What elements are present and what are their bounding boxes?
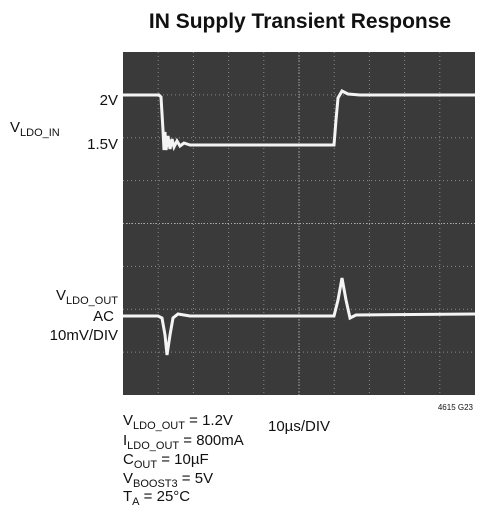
condition-main: V — [123, 470, 133, 487]
condition-main: C — [123, 451, 134, 468]
condition: TA = 25°C — [123, 488, 190, 508]
condition-rest: = 800mA — [179, 432, 244, 449]
condition-main: T — [123, 488, 132, 505]
condition-rest: = 10µF — [157, 451, 209, 468]
condition: VLDO_OUT = 1.2V — [123, 412, 233, 432]
condition-sub: BOOST3 — [133, 478, 178, 490]
label-sub: LDO_OUT — [66, 295, 118, 307]
output-trace — [123, 277, 476, 356]
figure-id: 4615 G23 — [438, 403, 474, 412]
condition-sub: LDO_OUT — [133, 420, 185, 432]
time-scale: 10µs/DIV — [268, 418, 330, 435]
condition-sub: OUT — [134, 459, 158, 471]
label-ac: AC — [93, 308, 114, 325]
condition-sub: A — [132, 496, 140, 508]
condition: ILDO_OUT = 800mA — [123, 432, 244, 452]
label-main: V — [56, 287, 66, 304]
condition-rest: = 5V — [178, 470, 213, 487]
label-main: V — [10, 119, 20, 136]
scope-grid — [123, 52, 475, 395]
condition: COUT = 10µF — [123, 451, 209, 471]
label-scale: 10mV/DIV — [50, 327, 118, 344]
label-sub: LDO_IN — [20, 127, 60, 139]
condition-main: V — [123, 412, 133, 429]
condition-main: I — [123, 432, 127, 449]
input-trace — [123, 89, 475, 152]
label-vout: VLDO_OUT — [56, 287, 118, 307]
label-2v: 2V — [100, 92, 118, 109]
condition-sub: LDO_OUT — [127, 440, 179, 452]
title: IN Supply Transient Response — [149, 10, 451, 33]
label-1v5: 1.5V — [87, 136, 118, 153]
condition-rest: = 25°C — [140, 488, 191, 505]
condition: VBOOST3 = 5V — [123, 470, 213, 490]
label-vin: VLDO_IN — [10, 119, 60, 139]
condition-rest: = 1.2V — [185, 412, 233, 429]
